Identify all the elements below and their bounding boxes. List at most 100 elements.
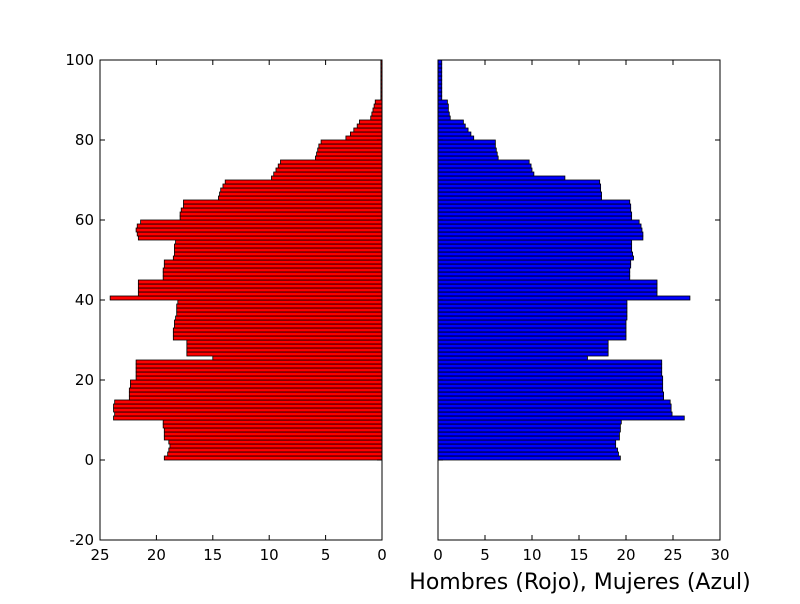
male-bar-age-17 xyxy=(128,387,383,393)
female-bar-age-67 xyxy=(437,187,602,193)
female-bar-age-33 xyxy=(437,323,627,329)
male-bar-age-0 xyxy=(163,455,383,461)
male-bar-age-35 xyxy=(175,315,383,321)
female-bar-age-25 xyxy=(437,355,588,361)
y-tick-label: 80 xyxy=(75,131,94,149)
male-bar-age-50 xyxy=(172,255,383,261)
male-bar-age-23 xyxy=(135,363,383,369)
female-bar-age-77 xyxy=(437,147,497,153)
male-bar-age-79 xyxy=(320,139,383,145)
male-bar-age-83 xyxy=(356,123,383,129)
male-bar-age-37 xyxy=(176,307,383,313)
female-bar-age-45 xyxy=(437,275,631,281)
male-bar-age-57 xyxy=(135,227,383,233)
male-bar-age-89 xyxy=(374,99,383,105)
male-bar-age-15 xyxy=(128,395,383,401)
x-tick-label: 30 xyxy=(710,546,729,564)
male-bar-age-33 xyxy=(174,323,383,329)
male-bars xyxy=(109,59,383,461)
y-tick-label: 60 xyxy=(75,211,94,229)
female-bar-age-96 xyxy=(437,71,443,77)
female-bar-age-7 xyxy=(437,427,621,433)
female-bar-age-40 xyxy=(437,295,691,301)
male-bar-age-10 xyxy=(113,415,383,421)
male-bar-age-4 xyxy=(168,439,383,445)
male-bar-age-21 xyxy=(135,371,383,377)
male-bar-age-66 xyxy=(219,191,383,197)
female-bar-age-24 xyxy=(437,359,663,365)
female-bar-age-14 xyxy=(437,399,671,405)
male-bar-age-80 xyxy=(345,135,383,141)
male-bar-age-70 xyxy=(271,175,383,181)
female-bar-age-2 xyxy=(437,447,618,453)
female-bar-age-3 xyxy=(437,443,617,449)
female-bar-age-63 xyxy=(437,203,632,209)
female-bar-age-93 xyxy=(437,83,443,89)
male-bar-age-7 xyxy=(163,427,383,433)
male-bar-age-64 xyxy=(183,199,383,205)
female-bar-age-5 xyxy=(437,435,620,441)
female-bar-age-69 xyxy=(437,179,601,185)
female-bar-age-15 xyxy=(437,395,665,401)
female-bar-age-52 xyxy=(437,247,633,253)
female-bar-age-4 xyxy=(437,439,617,445)
male-bar-age-72 xyxy=(275,167,383,173)
male-bar-age-63 xyxy=(183,203,383,209)
male-bar-age-60 xyxy=(179,215,383,221)
male-bar-age-19 xyxy=(130,379,383,385)
female-bar-age-30 xyxy=(437,335,627,341)
female-bar-age-74 xyxy=(437,159,530,165)
female-bar-age-98 xyxy=(437,63,443,69)
male-bar-age-59 xyxy=(140,219,383,225)
female-bar-age-12 xyxy=(437,407,672,413)
female-bar-age-43 xyxy=(437,283,658,289)
female-bar-age-87 xyxy=(437,107,449,113)
male-bar-age-24 xyxy=(135,359,383,365)
y-tick-label: 40 xyxy=(75,291,94,309)
female-bar-age-16 xyxy=(437,391,665,397)
male-bar-age-44 xyxy=(137,279,383,285)
female-bar-age-75 xyxy=(437,155,499,161)
male-bar-age-29 xyxy=(186,339,383,345)
x-axis-label: Hombres (Rojo), Mujeres (Azul) xyxy=(409,570,750,595)
female-bar-age-51 xyxy=(437,251,633,257)
male-bar-age-12 xyxy=(113,407,383,413)
male-bar-age-87 xyxy=(372,107,383,113)
male-bar-age-45 xyxy=(162,275,383,281)
female-bar-age-94 xyxy=(437,79,443,85)
female-bar-age-42 xyxy=(437,287,658,293)
male-bar-age-14 xyxy=(114,399,383,405)
male-bar-age-77 xyxy=(317,147,383,153)
male-bar-age-51 xyxy=(174,251,383,257)
male-bar-age-16 xyxy=(128,391,383,397)
female-bar-age-41 xyxy=(437,291,658,297)
x-tick-label: 25 xyxy=(90,546,109,564)
female-bar-age-80 xyxy=(437,135,475,141)
male-bar-age-43 xyxy=(137,283,383,289)
female-bar-age-81 xyxy=(437,131,472,137)
male-bar-age-25 xyxy=(212,355,383,361)
female-bar-age-26 xyxy=(437,351,609,357)
female-bar-age-90 xyxy=(437,95,443,101)
male-bar-age-31 xyxy=(172,331,383,337)
male-bar-age-5 xyxy=(163,435,383,441)
male-bar-age-61 xyxy=(179,211,383,217)
female-bar-age-29 xyxy=(437,339,609,345)
male-bar-age-73 xyxy=(277,163,383,169)
female-bar-age-72 xyxy=(437,167,533,173)
female-bar-age-50 xyxy=(437,255,634,261)
female-bar-age-49 xyxy=(437,259,632,265)
x-tick-label: 0 xyxy=(433,546,443,564)
x-tick-label: 10 xyxy=(260,546,279,564)
male-bar-age-88 xyxy=(373,103,383,109)
female-bar-age-84 xyxy=(437,119,464,125)
male-bar-age-18 xyxy=(130,383,383,389)
female-bar-age-32 xyxy=(437,327,627,333)
male-bar-age-46 xyxy=(162,271,383,277)
male-bar-age-11 xyxy=(114,411,383,417)
male-bar-age-68 xyxy=(222,183,383,189)
male-bar-age-32 xyxy=(172,327,383,333)
y-tick-label: 100 xyxy=(65,51,94,69)
x-tick-label: 20 xyxy=(147,546,166,564)
